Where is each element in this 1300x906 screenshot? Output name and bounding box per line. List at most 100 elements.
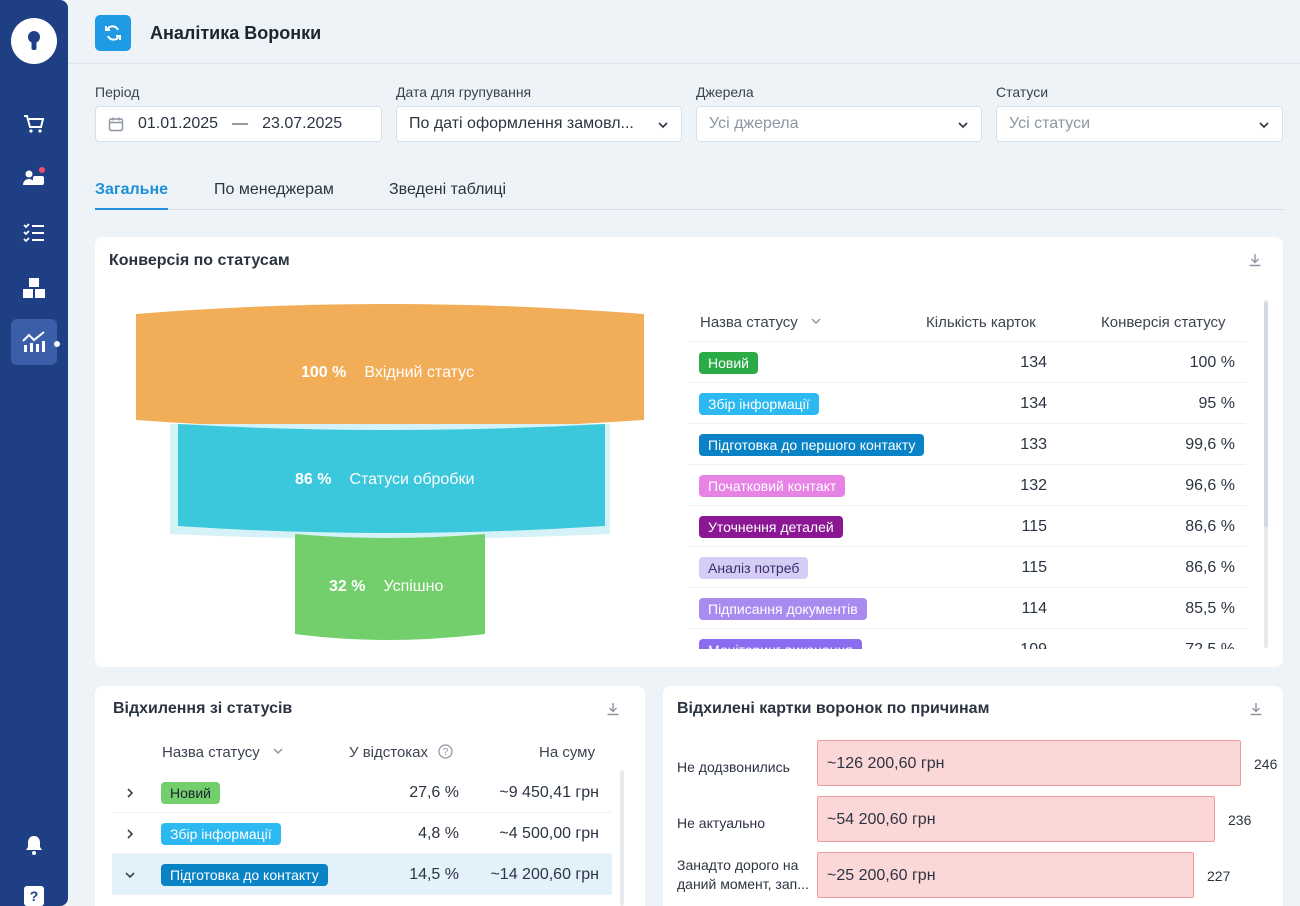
sidebar-item-clients[interactable] [11,155,57,201]
sidebar-item-orders[interactable] [11,101,57,147]
chevron-right-icon[interactable] [124,828,136,840]
status-badge: Збір інформації [161,823,281,845]
table-row[interactable]: Уточнення деталей 115 86,6 % [688,506,1246,547]
help-icon: ? [24,886,44,906]
reason-label: Не актуально [677,815,766,831]
reason-amount: ~126 200,60 грн [827,755,945,772]
column-header-status[interactable]: Назва статусу [700,314,822,331]
deviation-card-title: Відхилення зі статусів [113,700,293,717]
boxes-icon [23,278,45,298]
status-badge: Підготовка до контакту [161,864,328,886]
period-to: 23.07.2025 [262,115,343,132]
table-row[interactable]: Підписання документів 114 85,5 % [688,588,1246,629]
download-icon[interactable] [606,702,620,716]
funnel-label-incoming: 100 % Вхідний статус [301,364,474,382]
chevron-down-icon[interactable] [124,869,136,881]
active-tab-indicator [95,208,168,210]
card-count: 134 [1020,395,1047,412]
table-row[interactable]: Новий 134 100 % [688,342,1246,383]
table-header-divider [688,341,1246,342]
header: Аналітика Воронки [68,0,1300,64]
status-badge: Новий [161,782,220,804]
deviation-scrollbar[interactable] [620,770,624,906]
refresh-icon [105,25,121,41]
column-header-count[interactable]: Кількість карток [926,314,1036,331]
deviation-header-status[interactable]: Назва статусу [162,744,284,761]
tab-general[interactable]: Загальне [95,181,169,198]
status-badge: Моніторинг виконання [699,639,862,649]
reason-label: Не додзвонились [677,759,790,775]
table-row[interactable]: Підготовка до контакту 14,5 % ~14 200,60 г… [112,854,612,895]
tab-bar: Загальне По менеджерам Зведені таблиці [95,178,1285,210]
period-range-picker[interactable]: 01.01.2025 — 23.07.2025 [95,106,382,142]
period-separator: — [232,115,249,132]
card-count: 132 [1020,477,1047,494]
reason-count: 227 [1207,868,1231,884]
help-button[interactable]: ? [11,873,57,906]
sidebar-item-analytics[interactable] [11,319,57,365]
download-icon[interactable] [1248,253,1262,267]
notifications-button[interactable] [11,822,57,868]
funnel-label-success: 32 % Успішно [329,578,443,596]
column-header-conversion[interactable]: Конверсія статусу [1101,314,1226,331]
statuses-placeholder: Усі статуси [1009,115,1091,132]
status-badge: Уточнення деталей [699,516,843,538]
table-row[interactable]: Підготовка до першого контакту 133 99,6 % [688,424,1246,465]
logo[interactable] [11,18,57,64]
tab-pivot-tables[interactable]: Зведені таблиці [389,181,507,198]
period-from: 01.01.2025 [138,115,219,132]
tab-by-managers[interactable]: По менеджерам [214,181,334,198]
users-chat-icon [23,167,45,185]
sidebar-item-warehouse[interactable] [11,265,57,311]
conversion-card-title: Конверсія по статусам [109,252,290,269]
table-row[interactable]: Аналіз потреб 115 86,6 % [688,547,1246,588]
conversion-value: 86,6 % [1185,559,1235,576]
funnel-name-processing: Статуси обробки [349,471,475,488]
reasons-card-title: Відхилені картки воронок по причинам [677,700,990,717]
funnel-name-success: Успішно [383,578,444,595]
group-date-select[interactable]: По даті оформлення замовл... [396,106,682,142]
status-badge: Аналіз потреб [699,557,809,579]
deviation-header-percent-label: У відстоках [349,744,429,761]
card-count: 109 [978,641,1047,649]
calendar-icon [108,117,124,132]
conversion-scrollbar-thumb[interactable] [1264,302,1268,527]
help-circle-icon[interactable]: ? [438,744,453,759]
deviation-header-sum[interactable]: На суму [539,744,596,761]
reason-bar[interactable]: ~25 200,60 грн [817,852,1194,898]
deviation-header-percent[interactable]: У відстоках ? [349,744,453,761]
refresh-button[interactable] [95,15,131,51]
chevron-down-icon [658,122,668,129]
period-label: Період [95,84,140,100]
active-indicator [54,341,60,347]
reason-count: 236 [1228,812,1252,828]
funnel-stage-processing[interactable] [178,424,605,533]
table-row[interactable]: Збір інформації 4,8 % ~4 500,00 грн [112,813,612,854]
table-row[interactable]: Початковий контакт 132 96,6 % [688,465,1246,506]
table-row[interactable]: Збір інформації 134 95 % [688,383,1246,424]
funnel-stage-success[interactable] [295,534,485,640]
conversion-table-body: Новий 134 100 % Збір інформації 134 95 % Підго… [688,342,1248,649]
table-row[interactable]: Новий 27,6 % ~9 450,41 грн [112,772,612,813]
chevron-right-icon[interactable] [124,787,136,799]
table-row[interactable]: Моніторинг виконання 109 72,5 % [688,629,1246,649]
sidebar-item-tasks[interactable] [11,209,57,255]
funnel-stage-incoming[interactable] [136,304,644,429]
funnel-chart [136,304,644,640]
group-date-value: По даті оформлення замовл... [409,115,634,132]
status-badge: Новий [699,352,758,374]
card-count: 134 [1020,354,1047,371]
cart-icon [24,115,45,133]
group-date-label: Дата для групування [396,84,532,100]
sources-select[interactable]: Усі джерела [696,106,982,142]
status-badge: Підписання документів [699,598,867,620]
sources-placeholder: Усі джерела [709,115,799,132]
download-icon[interactable] [1249,702,1263,716]
conversion-value: 85,5 % [1185,600,1235,617]
reason-amount: ~54 200,60 грн [827,811,936,828]
statuses-select[interactable]: Усі статуси [996,106,1283,142]
conversion-value: 96,6 % [1185,477,1235,494]
conversion-value: 72,5 % [1134,641,1235,649]
reason-bar[interactable]: ~54 200,60 грн [817,796,1215,842]
reason-bar[interactable]: ~126 200,60 грн [817,740,1241,786]
